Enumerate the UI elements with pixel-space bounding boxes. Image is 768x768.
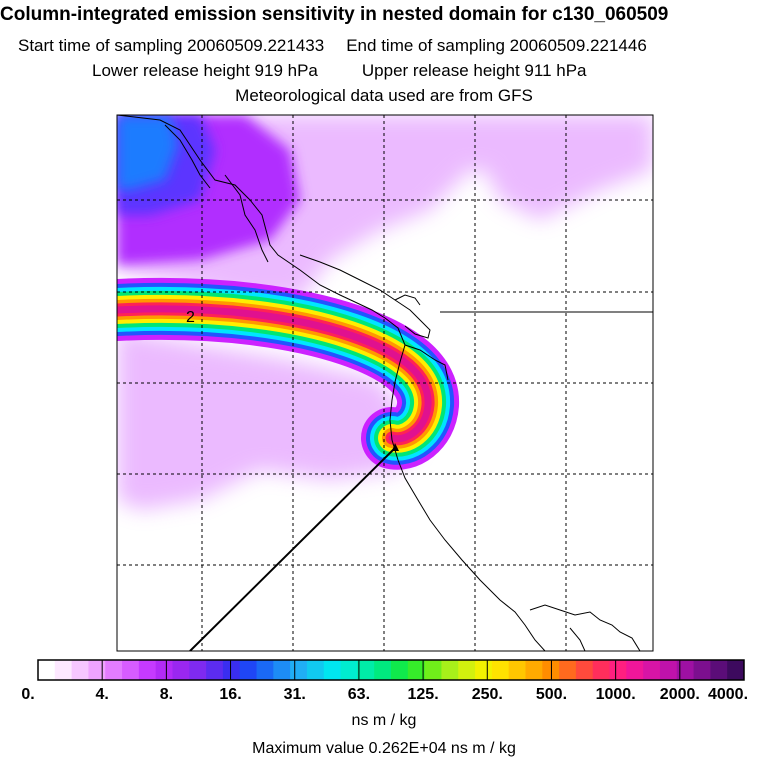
colorbar-swatch [592, 660, 611, 680]
colorbar-swatch [189, 660, 207, 680]
colorbar-tick-label: 1000. [595, 686, 636, 703]
colorbar-swatch [659, 660, 678, 680]
colorbar-swatch [239, 660, 258, 680]
colorbar-swatch [542, 660, 560, 680]
met-data-note: Meteorological data used are from GFS [235, 86, 533, 105]
lower-release-height: Lower release height 919 hPa [92, 61, 318, 80]
colorbar-tick-label: 0. [21, 686, 35, 703]
colorbar-swatch [374, 660, 392, 680]
colorbar-tick-label: 500. [535, 686, 568, 703]
colorbar-swatch [105, 660, 123, 680]
colorbar-swatch [256, 660, 274, 680]
colorbar-swatch [340, 660, 358, 680]
colorbar-swatch [323, 660, 342, 680]
colorbar-swatch [206, 660, 224, 680]
colorbar-swatch [458, 660, 476, 680]
colorbar-swatch [391, 660, 409, 680]
colorbar-swatch [441, 660, 459, 680]
colorbar-units: ns m / kg [351, 712, 417, 729]
colorbar-swatch [575, 660, 594, 680]
colorbar-tick-label: 16. [219, 686, 242, 703]
colorbar-swatch [626, 660, 644, 680]
page-title: Column-integrated emission sensitivity i… [0, 4, 669, 25]
colorbar-swatch [54, 660, 73, 680]
upper-left-high-values [117, 115, 300, 265]
colorbar-tick-label: 4000. [707, 686, 749, 703]
colorbar-tick-label: 8. [159, 686, 174, 703]
colorbar-swatch [122, 660, 140, 680]
release-heights: Lower release height 919 hPa Upper releas… [92, 61, 768, 81]
start-time: Start time of sampling 20060509.221433 [18, 36, 325, 55]
colorbar-swatch [693, 660, 711, 680]
colorbar-swatch [88, 660, 106, 680]
colorbar-swatch [222, 660, 241, 680]
end-time: End time of sampling 20060509.221446 [346, 36, 647, 55]
colorbar-swatch [357, 660, 375, 680]
maximum-value: Maximum value 0.262E+04 ns m / kg [252, 740, 516, 757]
trajectory-label: 2 [186, 309, 195, 326]
colorbar-swatch [71, 660, 89, 680]
colorbar-swatch [172, 660, 190, 680]
colorbar-swatch [38, 660, 56, 680]
colorbar-swatch [676, 660, 695, 680]
colorbar-frame [37, 659, 745, 681]
release-point-marker [392, 443, 399, 451]
colorbar-tick-label: 31. [283, 686, 306, 703]
colorbar-swatch [643, 660, 661, 680]
map-area: 2 [117, 115, 653, 651]
colorbar-swatch [475, 660, 493, 680]
trajectory-line [189, 447, 396, 651]
colorbar-tick-label: 125. [407, 686, 439, 703]
plume-band [117, 305, 432, 443]
colorbar-swatch [306, 660, 325, 680]
emission-plume [117, 277, 459, 470]
colorbar-swatch [273, 660, 291, 680]
colorbar-tick-label: 4. [95, 686, 109, 703]
upper-release-height: Upper release height 911 hPa [361, 61, 587, 80]
colorbar-swatch [155, 660, 173, 680]
colorbar-tick-label: 250. [471, 686, 503, 703]
colorbar-swatch [727, 660, 745, 680]
colorbar-swatch [609, 660, 627, 680]
sampling-times: Start time of sampling 20060509.221433 En… [18, 36, 768, 56]
map-frame [116, 114, 654, 652]
colorbar-swatch [525, 660, 543, 680]
colorbar-swatch [559, 660, 577, 680]
colorbar-swatch [710, 660, 728, 680]
colorbar-swatch [138, 660, 157, 680]
colorbar-swatch [491, 660, 510, 680]
coastline [117, 115, 653, 651]
colorbar-swatch [407, 660, 426, 680]
colorbar-swatch [424, 660, 442, 680]
colorbar-tick-label: 2000. [659, 686, 700, 703]
lat-lon-grid [117, 115, 653, 651]
colorbar-tick-label: 63. [347, 686, 371, 703]
colorbar [37, 659, 745, 681]
colorbar-swatch [508, 660, 526, 680]
colorbar-swatch [290, 660, 308, 680]
